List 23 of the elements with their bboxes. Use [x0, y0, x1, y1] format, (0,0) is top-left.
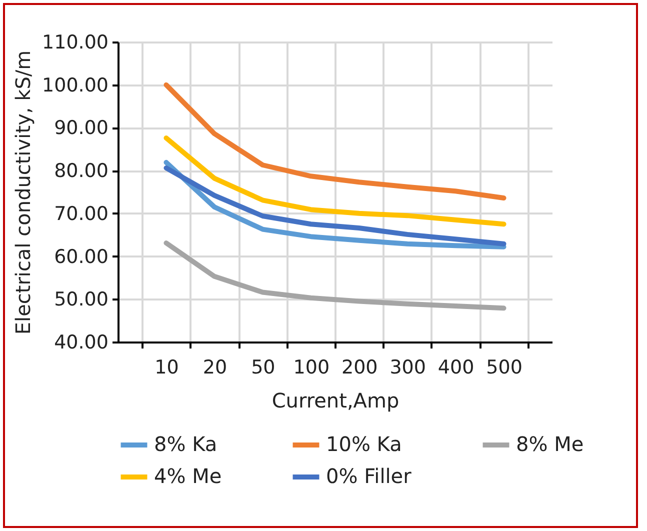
legend-label: 0% Filler — [326, 464, 412, 488]
y-axis-title: Electrical conductivity, kS/m — [11, 50, 36, 335]
legend-label: 8% Me — [516, 432, 584, 456]
y-tick-label: 70.00 — [54, 202, 108, 225]
x-tick-label: 400 — [438, 356, 474, 378]
x-tick-label: 10 — [154, 356, 179, 378]
y-tick-label: 100.00 — [42, 74, 108, 96]
x-tick-label: 200 — [341, 356, 378, 378]
x-axis-title: Current,Amp — [272, 388, 400, 412]
x-tick-label: 500 — [486, 356, 522, 378]
x-tick-label: 20 — [202, 356, 228, 378]
legend-label: 4% Me — [154, 464, 222, 488]
x-tick-label: 300 — [390, 356, 426, 378]
x-tick-label: 100 — [293, 356, 330, 378]
y-tick-label: 90.00 — [54, 117, 108, 140]
legend-label: 8% Ka — [154, 432, 218, 456]
y-tick-label: 60.00 — [54, 246, 108, 268]
y-tick-label: 50.00 — [54, 288, 108, 311]
legend-label: 10% Ka — [326, 432, 402, 456]
y-tick-label: 80.00 — [54, 160, 108, 182]
x-tick-label: 50 — [251, 356, 276, 378]
y-tick-label: 40.00 — [54, 332, 108, 354]
y-tick-label: 110.00 — [42, 32, 108, 54]
